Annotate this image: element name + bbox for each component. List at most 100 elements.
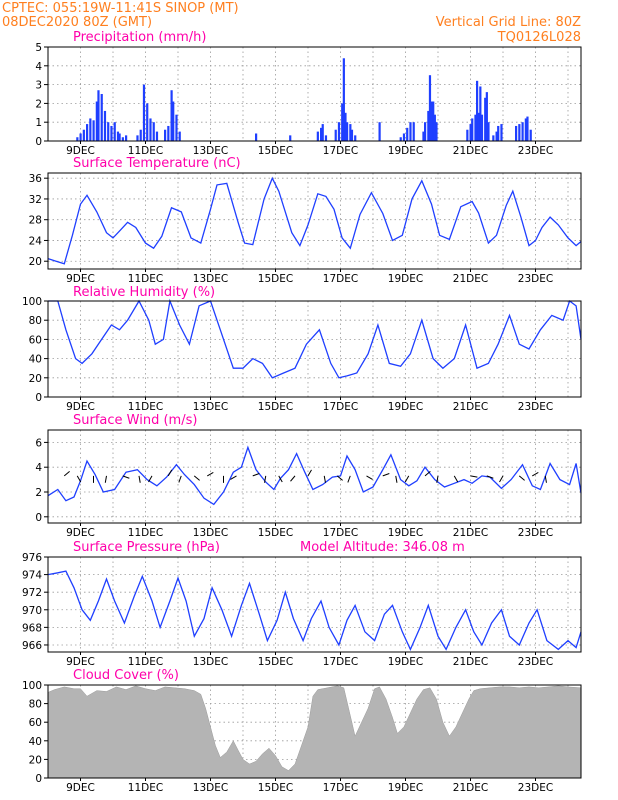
- x-tick-label: 15DEC: [258, 401, 293, 413]
- y-tick-label: 0: [35, 392, 42, 404]
- panel-1: Precipitation (mm/h) 0 1 2 3 4 5 9DEC 11DEC 13DEC…: [35, 30, 582, 157]
- precip-bar: [432, 101, 435, 141]
- precip-bar: [524, 118, 527, 141]
- precip-bar: [316, 131, 319, 141]
- header-line-2: 08DEC2020 80Z (GMT): [2, 15, 152, 30]
- x-tick-label: 15DEC: [258, 656, 293, 668]
- panel-frame: [47, 172, 582, 270]
- y-tick-label: 100: [22, 296, 42, 308]
- precip-bar: [526, 116, 529, 141]
- y-tick-label: 20: [29, 373, 42, 385]
- x-tick-label: 13DEC: [193, 401, 228, 413]
- precip-bar: [412, 122, 415, 141]
- precip-bar: [118, 133, 121, 141]
- wind-arrow: [436, 475, 439, 483]
- precip-bar: [344, 112, 347, 141]
- y-tick-label: 2: [35, 487, 42, 499]
- precip-bar: [152, 122, 155, 141]
- precip-bar: [175, 114, 178, 141]
- wind-arrow: [453, 475, 459, 483]
- precip-bar: [321, 124, 324, 141]
- precip-bar: [500, 124, 503, 141]
- precip-bar: [97, 90, 100, 141]
- precip-bar: [107, 122, 110, 141]
- x-tick-label: 15DEC: [258, 273, 293, 285]
- x-tick-label: 21DEC: [453, 145, 488, 157]
- x-tick-label: 19DEC: [388, 145, 423, 157]
- wind-arrow: [366, 475, 373, 480]
- wind-arrow: [336, 475, 343, 481]
- y-tick-label: 60: [29, 334, 42, 346]
- wind-arrow: [230, 475, 237, 480]
- x-tick-label: 13DEC: [193, 656, 228, 668]
- precip-bar: [409, 122, 412, 141]
- precip-bar: [435, 122, 438, 141]
- x-tick-label: 23DEC: [518, 401, 553, 413]
- x-tick-label: 13DEC: [193, 782, 228, 794]
- wind-arrow: [122, 475, 130, 479]
- precip-bar: [487, 122, 490, 141]
- wind-arrow: [395, 475, 398, 483]
- precip-bar: [469, 124, 472, 141]
- precip-bar: [86, 124, 89, 141]
- x-tick-label: 9DEC: [66, 656, 95, 668]
- wind-arrow: [544, 475, 547, 483]
- panel-frame: [47, 556, 582, 653]
- y-tick-label: 974: [22, 570, 42, 582]
- panel-title: Cloud Cover (%): [73, 668, 179, 683]
- x-tick-label: 17DEC: [323, 273, 358, 285]
- precip-bar: [89, 118, 92, 141]
- x-tick-label: 9DEC: [66, 782, 95, 794]
- y-tick-label: 970: [22, 605, 42, 617]
- wind-arrow: [382, 473, 390, 477]
- panel-title: Surface Temperature (nC): [73, 156, 241, 171]
- x-tick-label: 11DEC: [128, 782, 163, 794]
- precip-bar: [484, 97, 487, 141]
- precip-bar: [324, 135, 328, 141]
- wind-arrow: [264, 475, 267, 483]
- y-tick-label: 20: [29, 256, 42, 268]
- precip-bar: [95, 101, 98, 141]
- panels: Precipitation (mm/h) 0 1 2 3 4 5 9DEC 11DEC 13DEC…: [22, 30, 582, 794]
- precip-bar: [125, 135, 128, 141]
- x-tick-label: 15DEC: [258, 145, 293, 157]
- y-tick-label: 60: [29, 717, 42, 729]
- precip-bar: [164, 129, 167, 141]
- x-tick-label: 15DEC: [258, 782, 293, 794]
- x-tick-label: 9DEC: [66, 527, 95, 539]
- y-tick-label: 40: [29, 736, 42, 748]
- precip-bar: [110, 125, 113, 141]
- y-tick-label: 0: [35, 512, 42, 524]
- precip-bar: [289, 135, 292, 141]
- precip-bar: [424, 122, 427, 141]
- precip-bar: [477, 112, 480, 141]
- y-tick-label: 36: [29, 173, 43, 185]
- series-line: [47, 570, 582, 651]
- precip-bar: [480, 114, 484, 141]
- precip-bar: [515, 125, 518, 141]
- precip-bar: [427, 110, 430, 141]
- panel-2: Surface Temperature (nC) 20 24 28 32 36 9DEC 11…: [29, 156, 582, 285]
- precip-bar: [430, 101, 433, 141]
- y-tick-label: 5: [35, 42, 42, 54]
- wind-arrow: [148, 475, 153, 483]
- panel-frame: [47, 684, 582, 779]
- precip-bar: [79, 133, 82, 141]
- y-tick-label: 976: [22, 552, 42, 564]
- precip-bar: [167, 125, 170, 141]
- x-tick-label: 19DEC: [388, 273, 423, 285]
- wind-arrow: [532, 471, 539, 477]
- precip-bar: [529, 129, 532, 141]
- wind-arrow: [104, 475, 107, 483]
- precip-bar: [342, 58, 345, 141]
- x-tick-label: 11DEC: [128, 145, 163, 157]
- panel-title: Relative Humidity (%): [73, 285, 215, 300]
- precip-bar: [346, 122, 349, 141]
- precip-bar: [354, 135, 357, 141]
- panel-4: Surface Wind (m/s) 0 2 4 6 9DEC 11DEC 13DEC 15DE…: [35, 413, 582, 539]
- y-tick-label: 968: [22, 622, 42, 634]
- y-tick-label: 1: [35, 117, 42, 129]
- x-tick-label: 11DEC: [128, 273, 163, 285]
- precip-bar: [320, 127, 323, 141]
